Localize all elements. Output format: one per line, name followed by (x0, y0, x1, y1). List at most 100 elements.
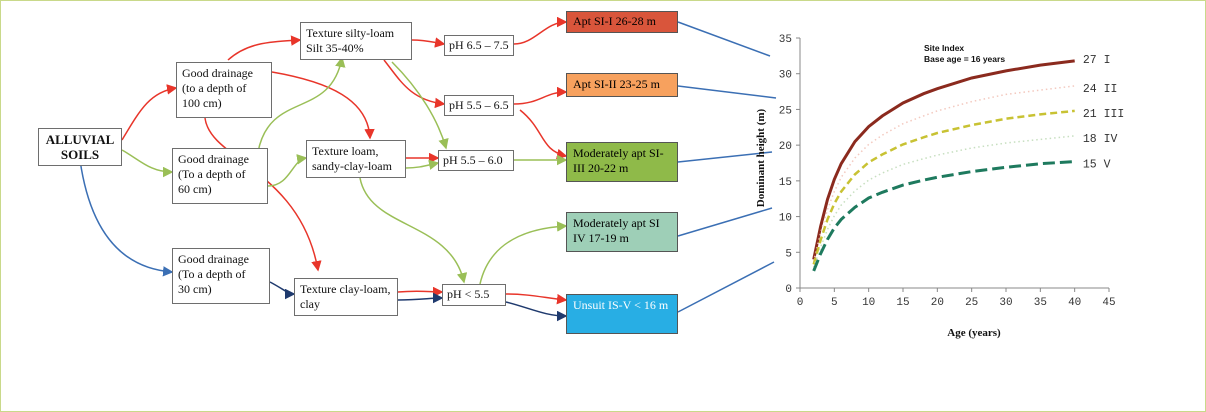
curve-label-3: 21 III (1083, 108, 1124, 121)
root-line-1: ALLUVIAL (45, 132, 115, 147)
drainage-box-30: Good drainage (To a depth of 30 cm) (172, 248, 270, 304)
drainage-box-60: Good drainage (To a depth of 60 cm) (172, 148, 268, 204)
texture-loam-line-1: Texture loam, (312, 144, 379, 158)
arrow-clay-to-ph4-navy (397, 292, 444, 304)
chart-curves (812, 59, 1075, 272)
arrow-silty-to-ph1 (411, 37, 446, 48)
result-si-iii-line-1: Moderately apt (573, 146, 646, 160)
result-si-ii-line-1: Apt SI-II 23-25 m (573, 77, 660, 91)
series-line-5 (812, 160, 1075, 272)
link-res4-to-chart (677, 207, 773, 237)
texture-silty-line-1: Texture silty-loam (306, 26, 395, 40)
ph-label-4: pH < 5.5 (447, 287, 490, 301)
curve-label-4: 18 IV (1083, 133, 1118, 146)
arrow-d30-to-clay (269, 281, 296, 300)
result-box-si-i: Apt SI-I 26-28 m (566, 11, 678, 33)
result-is-v-line-1: Unsuit (573, 298, 606, 312)
y-tick-label: 30 (779, 70, 792, 82)
ph-box-6.5-7.5: pH 6.5 – 7.5 (444, 35, 514, 56)
arrow-root-to-drainage-60 (121, 149, 174, 178)
y-tick-label: 35 (779, 34, 792, 46)
drainage-100-line-1: Good drainage (182, 66, 253, 80)
legend-title-line-2: Base age = 16 years (924, 54, 1005, 64)
series-line-1 (812, 59, 1075, 260)
arrow-d60-to-silty (257, 56, 346, 153)
arrow-ph4-to-res4 (479, 221, 568, 285)
drainage-30-line-2: (To a depth of (178, 267, 246, 281)
drainage-100-line-2: (to a depth of (182, 81, 247, 95)
result-box-si-iv: Moderately apt SI IV 17-19 m (566, 212, 678, 252)
drainage-60-line-2: (To a depth of (178, 167, 246, 181)
y-tick-label: 25 (779, 105, 792, 117)
result-si-iv-line-1: Moderately apt (573, 216, 646, 230)
drainage-100-line-3: 100 cm) (182, 96, 222, 110)
root-box: ALLUVIAL SOILS (38, 128, 122, 166)
drainage-60-line-1: Good drainage (178, 152, 249, 166)
drainage-30-line-1: Good drainage (178, 252, 249, 266)
arrow-root-to-drainage-30 (79, 159, 174, 277)
x-axis-label: Age (years) (947, 327, 1001, 339)
curve-label-2: 24 II (1083, 83, 1118, 96)
chart-axes: 0 5 10 15 20 25 30 35 40 45 0 5 10 15 20 25 30 35 (779, 34, 1116, 309)
x-tick-label: 30 (999, 297, 1012, 309)
result-si-i-line-1: Apt SI-I 26-28 m (573, 14, 656, 28)
y-tick-label: 20 (779, 141, 792, 153)
ph-box-5.5-6.0: pH 5.5 – 6.0 (438, 150, 514, 171)
y-axis-label: Dominant height (m) (755, 108, 767, 207)
arrow-ph4-to-res5-red (505, 293, 568, 305)
result-si-iv-line-2: SI IV 17-19 m (573, 216, 660, 245)
arrow-loam-to-ph4 (359, 177, 468, 284)
series-line-4 (812, 135, 1075, 268)
arrow-d60-to-loam (267, 154, 308, 187)
x-tick-label: 25 (965, 297, 978, 309)
y-tick-label: 15 (779, 177, 792, 189)
result-box-si-ii: Apt SI-II 23-25 m (566, 73, 678, 97)
x-tick-label: 45 (1102, 297, 1115, 309)
series-line-3 (812, 109, 1075, 265)
arrow-d100-to-loam (271, 71, 375, 140)
chart-labels: 27 I 24 II 21 III 18 IV 15 V (1083, 54, 1124, 172)
y-tick-label: 0 (785, 284, 792, 296)
curve-label-5: 15 V (1083, 159, 1111, 172)
link-res3-to-chart (677, 151, 773, 163)
x-tick-label: 0 (797, 297, 804, 309)
ph-label-2: pH 5.5 – 6.5 (449, 98, 509, 112)
x-tick-label: 35 (1034, 297, 1047, 309)
texture-clay-line-1: Texture clay-loam, (300, 282, 391, 296)
ph-box-lt-5.5: pH < 5.5 (442, 284, 506, 306)
arrow-ph2-to-res2 (513, 86, 568, 105)
result-is-v-line-2: IS-V < 16 m (608, 298, 669, 312)
x-tick-label: 15 (896, 297, 909, 309)
site-index-chart: 0 5 10 15 20 25 30 35 40 45 0 5 10 15 20 25 30 35 27 I 24 … (755, 34, 1124, 339)
link-res2-to-chart (677, 85, 777, 99)
x-tick-label: 10 (862, 297, 875, 309)
y-tick-label: 10 (779, 213, 792, 225)
arrow-root-to-drainage-100 (121, 84, 178, 141)
drainage-30-line-3: 30 cm) (178, 282, 212, 296)
root-line-2: SOILS (60, 147, 100, 162)
link-res1-to-chart (677, 21, 771, 57)
texture-box-silty-loam: Texture silty-loam Silt 35-40% (300, 22, 412, 60)
texture-box-loam: Texture loam, sandy-clay-loam (306, 140, 406, 178)
curve-label-1: 27 I (1083, 54, 1111, 67)
ph-label-3: pH 5.5 – 6.0 (443, 153, 503, 167)
drainage-box-100: Good drainage (to a depth of 100 cm) (176, 62, 272, 118)
arrow-ph1-to-res1 (513, 16, 568, 45)
arrow-d100-to-silty (227, 35, 302, 61)
ph-label-1: pH 6.5 – 7.5 (449, 38, 509, 52)
result-box-si-iii: Moderately apt SI-III 20-22 m (566, 142, 678, 182)
arrow-clay-to-ph4-red (397, 286, 444, 298)
series-line-2 (812, 85, 1075, 262)
x-tick-label: 40 (1068, 297, 1081, 309)
arrow-silty-to-ph3 (391, 61, 449, 150)
texture-box-clay-loam: Texture clay-loam, clay (294, 278, 398, 316)
x-tick-label: 5 (831, 297, 838, 309)
result-si-iii-line-2: SI-III 20-22 m (573, 146, 664, 175)
result-box-is-v: Unsuit IS-V < 16 m (566, 294, 678, 334)
texture-loam-line-2: sandy-clay-loam (312, 159, 392, 173)
arrow-silty-to-ph2 (383, 59, 446, 109)
link-res5-to-chart (677, 261, 775, 313)
arrow-ph4-to-res5-navy (505, 301, 568, 322)
x-tick-label: 20 (931, 297, 944, 309)
